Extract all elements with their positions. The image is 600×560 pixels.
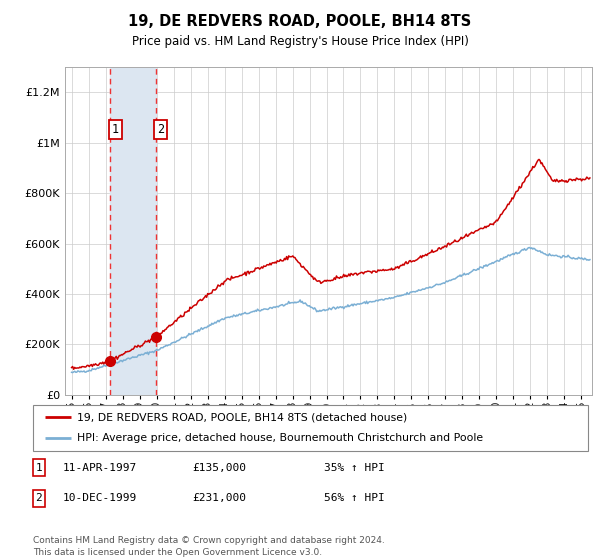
Bar <box>110 67 155 395</box>
Text: Contains HM Land Registry data © Crown copyright and database right 2024.
This d: Contains HM Land Registry data © Crown c… <box>33 536 385 557</box>
FancyBboxPatch shape <box>33 405 588 451</box>
Text: 11-APR-1997: 11-APR-1997 <box>63 463 137 473</box>
Text: 19, DE REDVERS ROAD, POOLE, BH14 8TS (detached house): 19, DE REDVERS ROAD, POOLE, BH14 8TS (de… <box>77 412 407 422</box>
Text: 35% ↑ HPI: 35% ↑ HPI <box>324 463 385 473</box>
Text: 10-DEC-1999: 10-DEC-1999 <box>63 493 137 503</box>
Text: £135,000: £135,000 <box>192 463 246 473</box>
Text: 2: 2 <box>157 123 164 136</box>
Text: 1: 1 <box>35 463 43 473</box>
Text: 1: 1 <box>112 123 119 136</box>
Text: HPI: Average price, detached house, Bournemouth Christchurch and Poole: HPI: Average price, detached house, Bour… <box>77 433 484 444</box>
Text: 19, DE REDVERS ROAD, POOLE, BH14 8TS: 19, DE REDVERS ROAD, POOLE, BH14 8TS <box>128 14 472 29</box>
Text: Price paid vs. HM Land Registry's House Price Index (HPI): Price paid vs. HM Land Registry's House … <box>131 35 469 48</box>
Text: £231,000: £231,000 <box>192 493 246 503</box>
Text: 2: 2 <box>35 493 43 503</box>
Text: 56% ↑ HPI: 56% ↑ HPI <box>324 493 385 503</box>
